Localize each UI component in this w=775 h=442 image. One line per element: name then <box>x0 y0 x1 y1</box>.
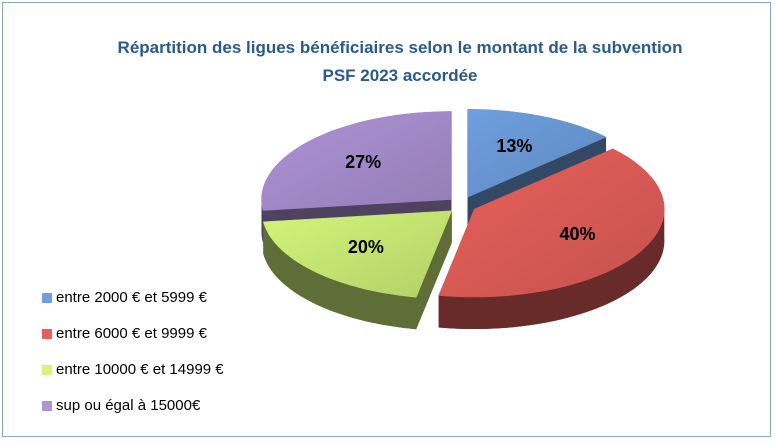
data-label: 40% <box>559 224 595 244</box>
data-label: 27% <box>345 152 381 172</box>
slice-side <box>261 199 263 243</box>
chart-frame <box>2 2 771 437</box>
data-label: 13% <box>496 136 532 156</box>
legend-swatch <box>42 365 52 375</box>
legend-label: entre 10000 € et 14999 € <box>56 361 224 378</box>
chart-title: Répartition des ligues bénéficiaires sel… <box>117 38 683 85</box>
legend-swatch <box>42 401 52 411</box>
data-label: 20% <box>348 237 384 257</box>
slice <box>262 210 453 298</box>
slice-side <box>438 209 665 329</box>
slice-side <box>263 221 417 330</box>
legend-swatch <box>42 329 52 339</box>
legend-label: entre 2000 € et 5999 € <box>56 289 208 306</box>
legend-label: entre 6000 € et 9999 € <box>56 325 208 342</box>
legend-swatch <box>42 293 52 303</box>
legend-label: sup ou égal à 15000€ <box>56 397 201 414</box>
slice <box>261 111 452 211</box>
slice <box>438 148 665 298</box>
slice <box>467 109 607 198</box>
